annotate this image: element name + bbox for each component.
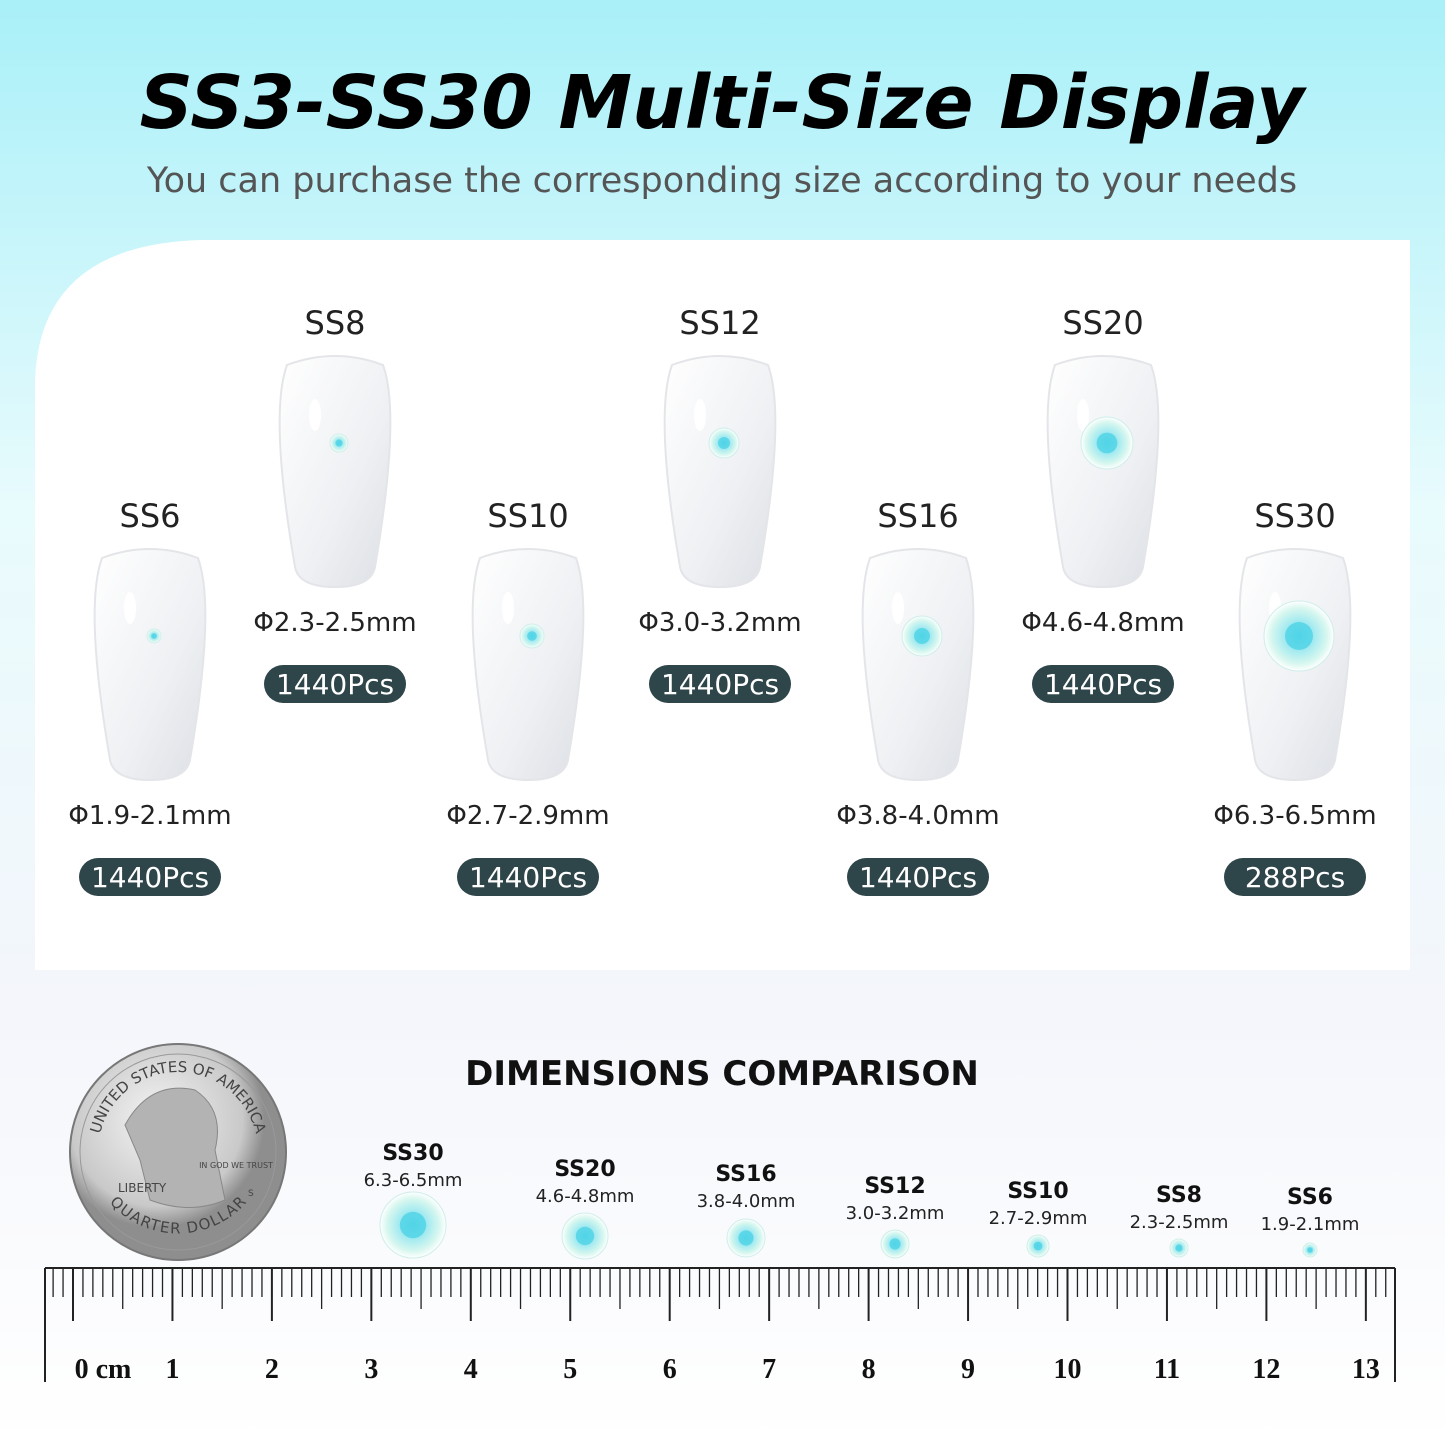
ruler-label: 0 cm [75, 1354, 132, 1385]
count-badge [649, 665, 791, 703]
ruler-label: 13 [1352, 1354, 1380, 1385]
rhinestone-table [738, 1230, 754, 1246]
comparison-size: 3.8-4.0mm [697, 1191, 796, 1212]
nail [1046, 355, 1160, 589]
coin: UNITED STATES OF AMERICA QUARTER DOLLAR … [69, 1043, 287, 1261]
ruler-label: 9 [961, 1354, 975, 1385]
coin-profile [124, 1087, 226, 1208]
ruler-label: 12 [1252, 1354, 1280, 1385]
rhinestone-table [1307, 1247, 1313, 1253]
comparison-name: SS12 [864, 1174, 925, 1199]
ruler-label: 5 [563, 1354, 577, 1385]
rhinestone-table [527, 631, 537, 641]
ruler-label: 6 [663, 1354, 677, 1385]
size-diameter: Φ3.8-4.0mm [836, 801, 999, 831]
size-count: 1440Pcs [661, 668, 779, 701]
nail [278, 355, 392, 589]
size-name: SS10 [487, 497, 568, 535]
size-name: SS6 [120, 497, 181, 535]
coin-motto: IN GOD WE TRUST [199, 1161, 273, 1170]
comparison-name: SS6 [1287, 1185, 1333, 1210]
ruler-label: 3 [364, 1354, 378, 1385]
size-count: 1440Pcs [276, 668, 394, 701]
title: SS3-SS30 Multi-Size Display [140, 60, 1308, 146]
ruler: 0 cm 1 2 3 4 5 6 7 8 9 10 11 12 13 [44, 1267, 1396, 1385]
comparison-size: 1.9-2.1mm [1261, 1214, 1360, 1235]
rhinestone-table [335, 439, 343, 447]
rhinestone-table [718, 437, 730, 449]
count-badge [264, 665, 406, 703]
size-count: 1440Pcs [1044, 668, 1162, 701]
size-name: SS12 [679, 304, 760, 342]
rhinestone-table [914, 628, 930, 644]
rhinestone-table [151, 633, 157, 639]
rhinestone-table [1033, 1241, 1043, 1251]
coin-liberty: LIBERTY [118, 1181, 167, 1195]
size-name: SS30 [1254, 497, 1335, 535]
nail-highlight [892, 592, 904, 624]
size-count: 1440Pcs [469, 861, 587, 894]
rhinestone-table [889, 1238, 901, 1250]
size-count: 1440Pcs [859, 861, 977, 894]
rhinestone-table [1285, 622, 1313, 650]
size-diameter: Φ4.6-4.8mm [1021, 608, 1184, 638]
comparison-size: 6.3-6.5mm [364, 1170, 463, 1191]
comparison-size: 4.6-4.8mm [536, 1186, 635, 1207]
comparison-title: DIMENSIONS COMPARISON [465, 1054, 979, 1094]
nail [93, 548, 207, 782]
size-name: SS20 [1062, 304, 1143, 342]
nail-highlight [502, 592, 514, 624]
size-diameter: Φ2.7-2.9mm [446, 801, 609, 831]
ruler-label: 11 [1154, 1354, 1180, 1385]
rhinestone-table [575, 1226, 595, 1246]
ruler-label: 10 [1054, 1354, 1082, 1385]
comparison-size: 2.7-2.9mm [989, 1208, 1088, 1229]
comparison-name: SS30 [382, 1141, 443, 1166]
rhinestone-table [1175, 1244, 1183, 1252]
size-diameter: Φ6.3-6.5mm [1213, 801, 1376, 831]
comparison-name: SS8 [1156, 1183, 1202, 1208]
comparison-name: SS10 [1007, 1179, 1068, 1204]
count-badge [79, 858, 221, 896]
ruler-label: 4 [464, 1354, 478, 1385]
nail-highlight [124, 592, 136, 624]
size-diameter: Φ3.0-3.2mm [638, 608, 801, 638]
rhinestone-table [1096, 432, 1118, 454]
size-diameter: Φ1.9-2.1mm [68, 801, 231, 831]
comparison-size: 2.3-2.5mm [1130, 1212, 1229, 1233]
subtitle: You can purchase the corresponding size … [146, 161, 1297, 201]
count-badge [1032, 665, 1174, 703]
nail [663, 355, 777, 589]
size-diameter: Φ2.3-2.5mm [253, 608, 416, 638]
rhinestone-table [399, 1211, 427, 1239]
size-name: SS16 [877, 497, 958, 535]
comparison-name: SS16 [715, 1162, 776, 1187]
nail-highlight [309, 399, 321, 431]
count-badge [1224, 858, 1366, 896]
ruler-label: 8 [862, 1354, 876, 1385]
nail [861, 548, 975, 782]
count-badge [457, 858, 599, 896]
size-name: SS8 [305, 304, 366, 342]
comparison-size: 3.0-3.2mm [846, 1203, 945, 1224]
size-count: 288Pcs [1245, 861, 1345, 894]
ruler-label: 2 [265, 1354, 279, 1385]
ruler-label: 1 [165, 1354, 179, 1385]
nail-highlight [1077, 399, 1089, 431]
coin-mint: S [248, 1189, 254, 1199]
nail-highlight [694, 399, 706, 431]
size-count: 1440Pcs [91, 861, 209, 894]
coin-rim [79, 1053, 277, 1251]
panel [35, 240, 1410, 970]
nail [471, 548, 585, 782]
comparison-name: SS20 [554, 1157, 615, 1182]
count-badge [847, 858, 989, 896]
ruler-label: 7 [762, 1354, 776, 1385]
